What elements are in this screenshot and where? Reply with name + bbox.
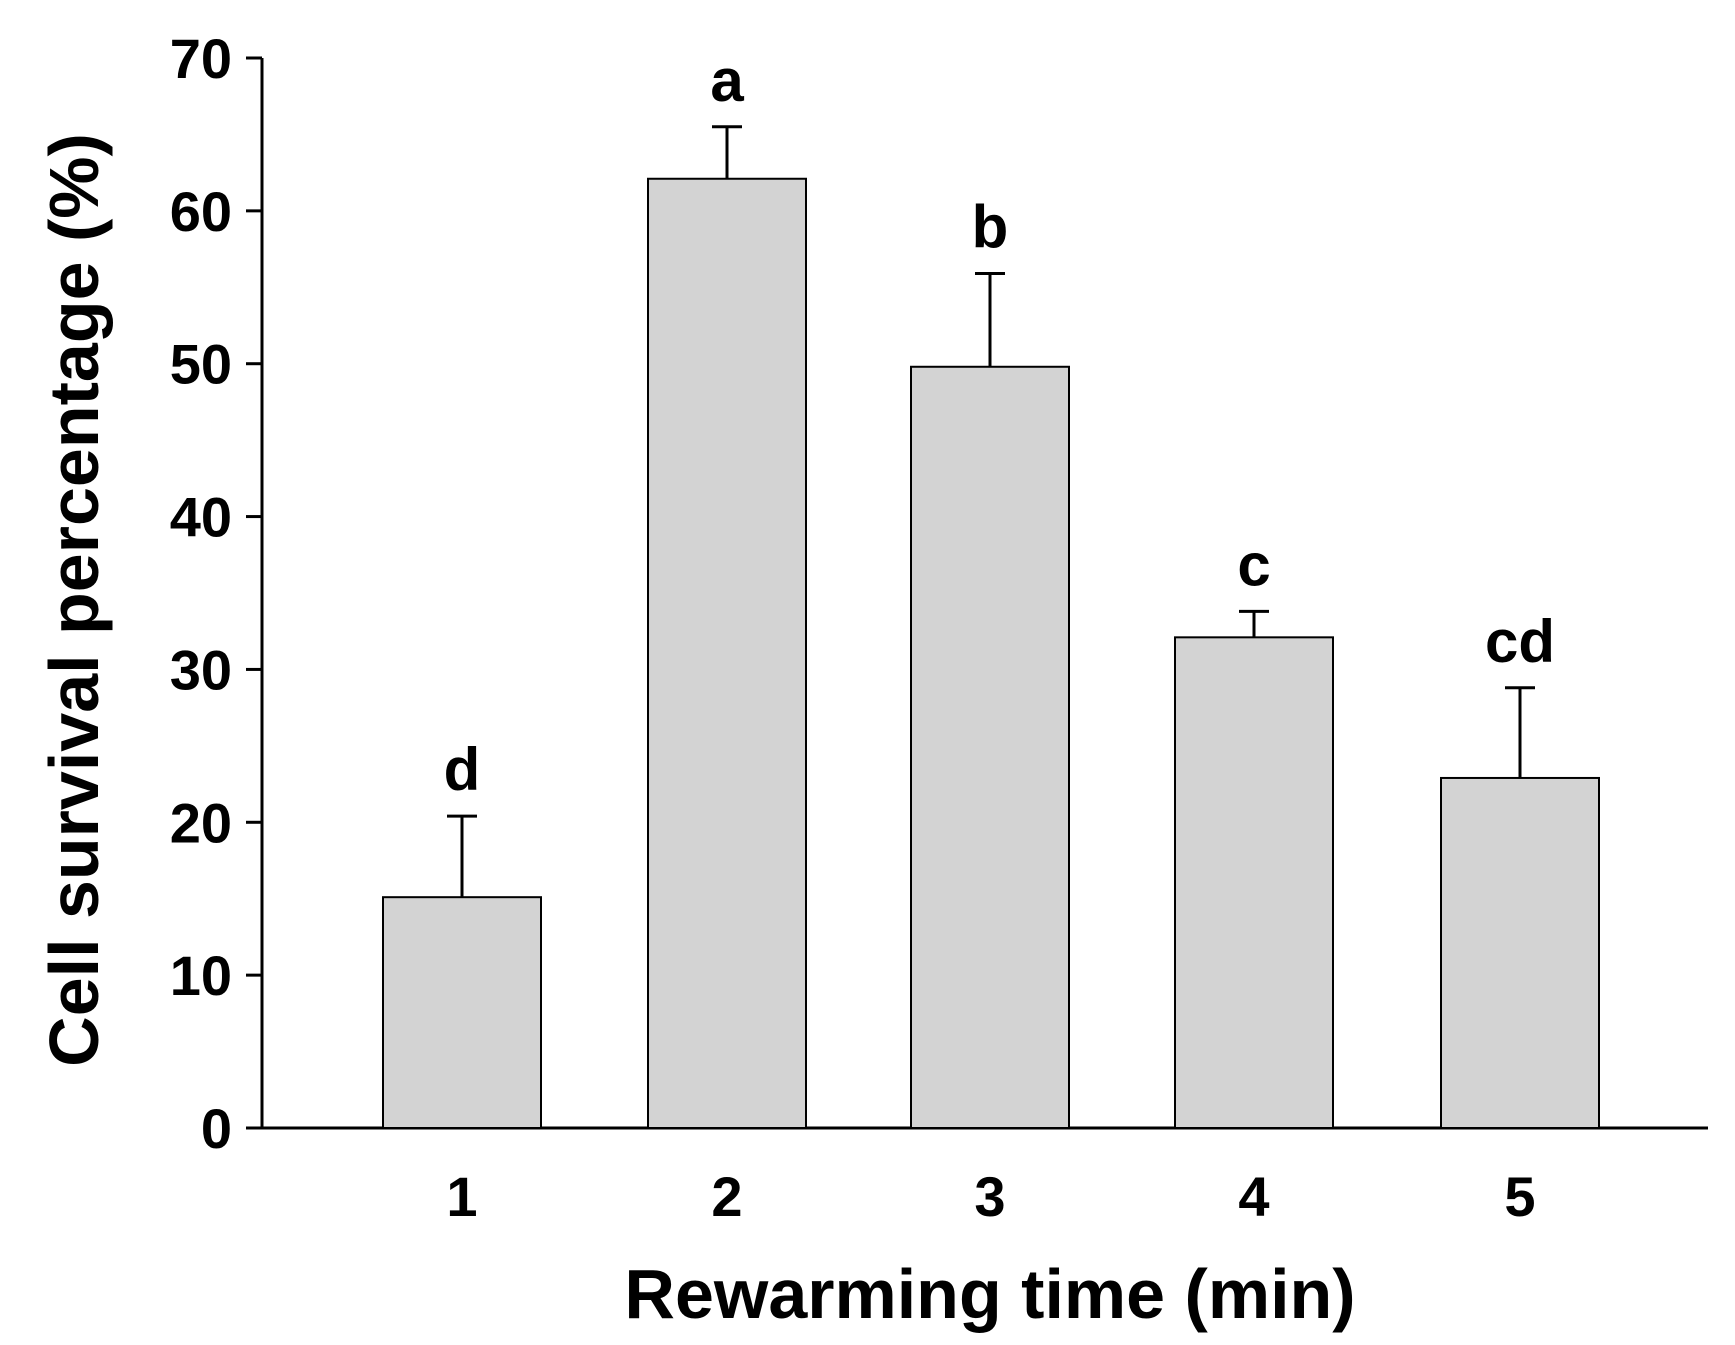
significance-label: d — [444, 736, 481, 803]
error-bars — [447, 125, 1535, 898]
x-tick-label: 5 — [1504, 1165, 1535, 1228]
bar — [1440, 776, 1600, 1129]
y-tick-label: 20 — [170, 791, 232, 854]
y-tick-label: 40 — [170, 486, 232, 549]
significance-label: a — [710, 47, 744, 114]
y-tick-label: 0 — [201, 1097, 232, 1160]
x-axis-title: Rewarming time (min) — [624, 1255, 1355, 1333]
x-tick-labels: 1 2 3 4 5 — [446, 1165, 1535, 1228]
y-axis — [246, 56, 264, 1130]
bar — [382, 896, 542, 1130]
x-tick-label: 1 — [446, 1165, 477, 1228]
significance-label: cd — [1485, 608, 1555, 675]
y-tick-labels: 0 10 20 30 40 50 60 70 — [170, 27, 232, 1160]
y-axis-title: Cell survival percentage (%) — [35, 133, 113, 1067]
bar — [1174, 636, 1334, 1129]
y-tick-label: 50 — [170, 333, 232, 396]
y-tick-label: 30 — [170, 638, 232, 701]
bars — [382, 177, 1600, 1130]
y-tick-label: 60 — [170, 180, 232, 243]
significance-label: c — [1237, 531, 1270, 598]
y-tick-label: 10 — [170, 944, 232, 1007]
x-tick-label: 3 — [974, 1165, 1005, 1228]
x-tick-label: 2 — [711, 1165, 742, 1228]
x-tick-label: 4 — [1238, 1165, 1269, 1228]
significance-label: b — [972, 194, 1009, 261]
bar — [910, 365, 1070, 1129]
significance-labels: d a b c cd — [444, 47, 1555, 803]
y-tick-label: 70 — [170, 27, 232, 90]
bar — [647, 177, 807, 1129]
